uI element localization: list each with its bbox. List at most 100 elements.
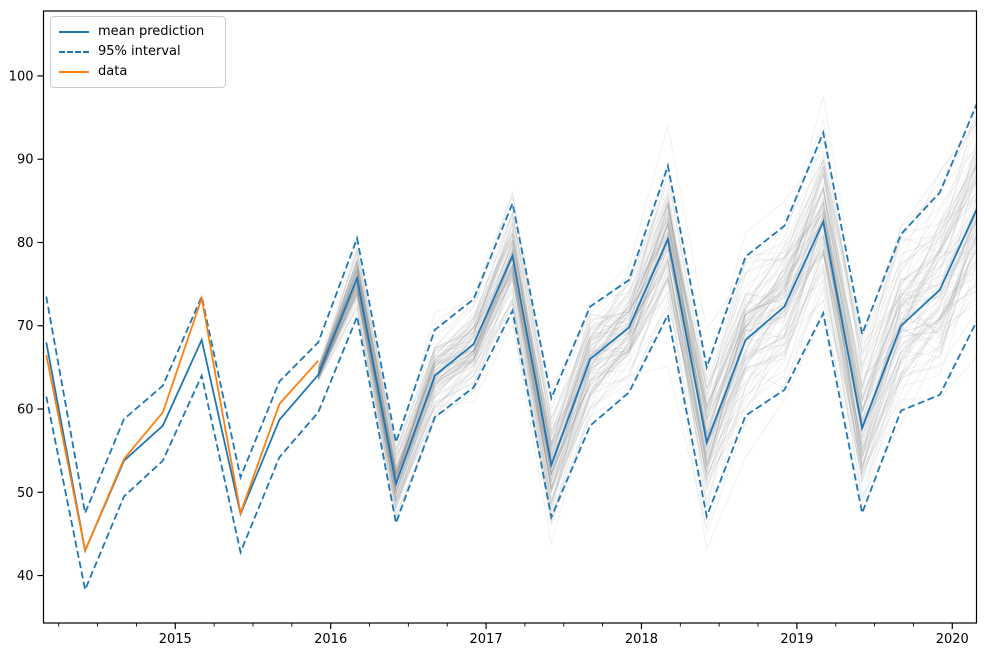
sample-path: [317, 208, 977, 479]
sample-path: [317, 195, 977, 484]
x-tick-label: 2018: [625, 632, 658, 647]
sample-path: [317, 233, 977, 489]
sample-path: [317, 119, 977, 479]
y-tick-label: 100: [9, 69, 34, 84]
sample-path: [317, 209, 977, 504]
sample-path: [317, 202, 977, 526]
sample-path: [317, 154, 977, 511]
data-line-swatch: [59, 71, 89, 73]
sample-path: [317, 187, 977, 464]
sample-path: [317, 186, 977, 535]
sample-path: [317, 176, 977, 501]
sample-path: [317, 143, 977, 483]
sample-path: [317, 152, 977, 490]
sample-path: [317, 236, 977, 506]
sample-path: [317, 249, 977, 504]
sample-path: [317, 102, 977, 491]
sample-path: [317, 173, 977, 481]
sample-path: [317, 193, 977, 510]
sample-path: [317, 150, 977, 481]
sample-path: [317, 162, 977, 510]
y-tick-label: 40: [17, 569, 34, 584]
sample-path: [317, 125, 977, 482]
sample-path: [317, 201, 977, 483]
interval-line-swatch: [59, 51, 89, 53]
sample-path: [317, 181, 977, 494]
plot-area: [45, 96, 977, 593]
sample-path: [317, 185, 977, 492]
sample-path: [317, 191, 977, 522]
sample-path: [317, 239, 977, 518]
sample-path: [317, 212, 977, 505]
data-line: [45, 294, 319, 554]
sample-path: [317, 206, 977, 522]
sample-path: [317, 171, 977, 489]
sample-path: [317, 147, 977, 480]
sample-path: [317, 198, 977, 529]
sample-path: [317, 217, 977, 511]
y-tick-label: 80: [17, 236, 34, 251]
interval-upper-line: [45, 102, 977, 517]
sample-path: [317, 201, 977, 474]
x-tick-label: 2015: [159, 632, 192, 647]
sample-path: [317, 159, 977, 477]
sample-path: [317, 261, 977, 494]
legend-label: mean prediction: [98, 24, 205, 39]
sample-path: [317, 150, 977, 500]
sample-path: [317, 216, 977, 473]
sample-path: [317, 195, 977, 498]
sample-path: [317, 165, 977, 465]
sample-path: [317, 220, 977, 478]
sample-path: [317, 119, 977, 475]
x-tick-label: 2019: [780, 632, 813, 647]
sample-path: [317, 170, 977, 507]
legend-entry-95-interval: 95% interval: [59, 42, 217, 62]
sample-path: [317, 216, 977, 519]
sample-path: [317, 232, 977, 491]
sample-path: [317, 122, 977, 477]
sample-path: [317, 153, 977, 490]
sample-path: [317, 158, 977, 449]
legend-label: data: [98, 64, 128, 79]
sample-path: [317, 219, 977, 489]
sample-path: [317, 163, 977, 476]
sample-path: [317, 249, 977, 501]
mean-prediction-line-swatch: [59, 31, 89, 33]
sample-path: [317, 185, 977, 476]
legend-entry-mean-prediction: mean prediction: [59, 22, 217, 42]
sample-path: [317, 220, 977, 476]
sample-path: [317, 115, 977, 482]
x-tick-label: 2017: [470, 632, 503, 647]
y-tick-label: 50: [17, 486, 34, 501]
sample-path: [317, 133, 977, 456]
sample-path: [317, 125, 977, 453]
sample-path: [317, 224, 977, 500]
sample-path: [317, 177, 977, 501]
sample-path: [317, 173, 977, 495]
legend-entry-data: data: [59, 62, 217, 82]
sample-path: [317, 194, 977, 483]
interval-lower-line: [45, 307, 977, 593]
sample-path: [317, 244, 977, 477]
plot-border: [42, 10, 978, 624]
sample-path: [317, 164, 977, 480]
sample-path: [317, 186, 977, 512]
sample-path: [317, 263, 977, 483]
x-tick-label: 2020: [936, 632, 969, 647]
mean-prediction-line: [45, 207, 977, 554]
sample-path: [317, 170, 977, 504]
x-tick-label: 2016: [314, 632, 347, 647]
sample-path: [317, 178, 977, 495]
sample-path: [317, 161, 977, 489]
sample-path: [317, 195, 977, 496]
sample-path: [317, 218, 977, 506]
legend-label: 95% interval: [98, 44, 181, 59]
legend: mean prediction 95% interval data: [50, 16, 226, 88]
sample-path: [317, 172, 977, 487]
sample-path: [317, 247, 977, 470]
y-tick-label: 90: [17, 153, 34, 168]
sample-path: [317, 240, 977, 511]
y-tick-label: 70: [17, 319, 34, 334]
